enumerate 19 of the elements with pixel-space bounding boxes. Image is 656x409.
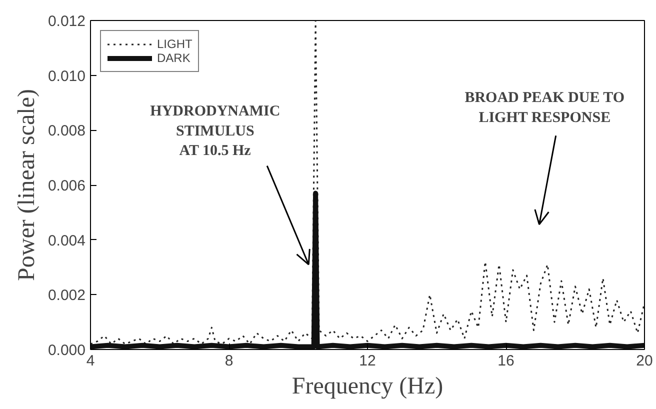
line-series: [90, 20, 644, 345]
x-tick-label: 12: [359, 352, 376, 370]
annotation: BROAD PEAK DUE TO LIGHT RESPONSE: [464, 90, 625, 126]
annotation: HYDRODYNAMIC STIMULUS AT 10.5 Hz: [150, 104, 280, 160]
legend-label: DARK: [157, 51, 190, 65]
y-axis-title: Power (linear scale): [14, 89, 40, 281]
y-tick-label: 0.010: [48, 68, 86, 85]
y-tick-label: 0.012: [48, 13, 86, 30]
y-tick-label: 0.000: [48, 342, 86, 359]
x-tick-label: 4: [86, 352, 95, 370]
y-tick-label: 0.002: [48, 287, 86, 304]
y-tick-label: 0.006: [48, 178, 86, 194]
x-tick-label: 8: [224, 352, 234, 370]
y-tick-label: 0.004: [48, 232, 86, 250]
x-tick-label: 20: [636, 352, 653, 370]
x-tick-label: 16: [498, 352, 514, 370]
y-tick-label: 0.008: [48, 122, 86, 140]
x-axis-title: Frequency (Hz): [292, 374, 444, 400]
legend-label: LIGHT: [157, 37, 192, 51]
